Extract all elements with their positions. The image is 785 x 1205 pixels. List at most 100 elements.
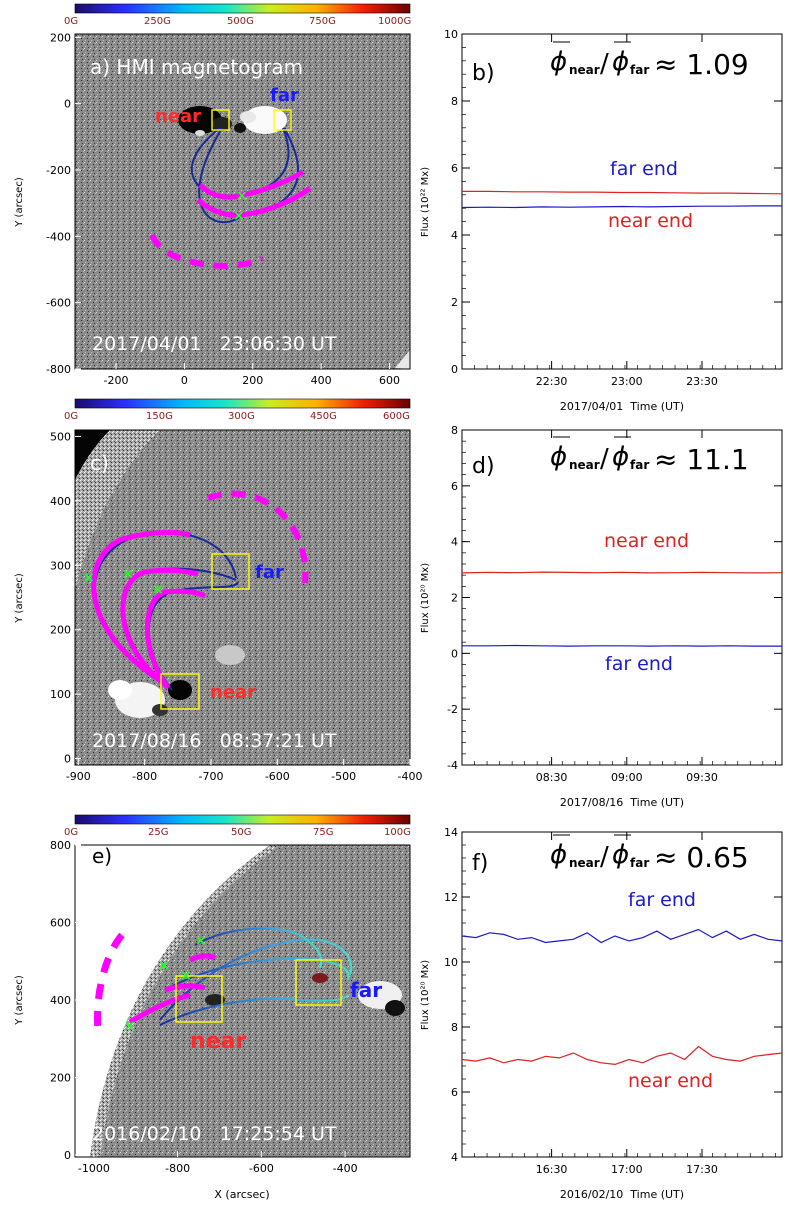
x-tick-label-d: 08:30 — [536, 771, 568, 784]
x-tick-label-e: -600 — [249, 1162, 274, 1175]
panel-a-magnetogram: × × near far a) HMI magnetogram 2017/04/… — [74, 33, 411, 370]
y-tick-label-f: 8 — [451, 1021, 458, 1034]
y-tick-label-a: -600 — [46, 297, 71, 310]
y-tick-label-c: 200 — [50, 624, 71, 637]
x-tick-label-d: 09:00 — [611, 771, 643, 784]
y-tick-label-a: -800 — [46, 363, 71, 376]
x-marker: × — [83, 570, 95, 586]
active-region-a — [178, 106, 287, 136]
x-marker: × — [122, 566, 134, 582]
x-tick-label-a: 400 — [311, 374, 332, 387]
ratio-formula-f: ϕ near / ϕ far ≈ 0.65 — [550, 834, 749, 874]
ylabel-c: Y (arcsec) — [14, 573, 25, 624]
svg-text:ϕ: ϕ — [550, 47, 567, 77]
legend-b-near: near end — [608, 210, 693, 232]
panel-e-label: e) — [92, 844, 112, 868]
svg-text:far: far — [630, 458, 649, 472]
svg-text:/: / — [600, 444, 609, 474]
y-tick-label-e: 0 — [64, 1149, 71, 1162]
panel-f-lineplot: f) ϕ near / ϕ far ≈ 0.65 far end near en… — [461, 831, 783, 1158]
y-tick-label-f: 14 — [444, 826, 458, 839]
panel-a-label: a) HMI magnetogram — [90, 55, 303, 79]
y-tick-label-f: 10 — [444, 956, 458, 969]
panel-c-magnetogram: × × × far near c) 2017/08/16 08:37:21 UT — [74, 429, 411, 766]
x-tick-label-f: 16:30 — [536, 1163, 568, 1176]
x-marker: × — [180, 968, 192, 984]
far-label-c: far — [255, 562, 284, 583]
y-tick-label-c: 300 — [50, 559, 71, 572]
colorbar-a: 0G 250G 500G 750G 1000G — [64, 3, 411, 27]
xlabel-e: X (arcsec) — [214, 1188, 269, 1201]
x-tick-label-e: -400 — [333, 1162, 358, 1175]
svg-text:ϕ: ϕ — [550, 840, 567, 870]
svg-text:far: far — [630, 856, 649, 870]
x-tick-label-b: 22:30 — [536, 375, 568, 388]
colorbar-c-tick-0: 0G — [64, 411, 78, 422]
far-label-e: far — [350, 978, 382, 1002]
x-tick-label-b: 23:30 — [686, 375, 718, 388]
xlabel-d: 2017/08/16 Time (UT) — [560, 796, 684, 809]
far-label-a: far — [270, 85, 299, 106]
panel-b-label: b) — [472, 61, 495, 86]
y-tick-label-d: 0 — [451, 647, 458, 660]
panel-d-label: d) — [472, 454, 495, 479]
colorbar-c-tick-3: 450G — [310, 411, 337, 422]
y-tick-label-a: -400 — [46, 230, 71, 243]
svg-text:ϕ: ϕ — [550, 442, 567, 472]
far-box-a — [273, 109, 292, 131]
colorbar-e-tick-1: 25G — [148, 827, 168, 838]
axes-b: 0 2 4 6 8 10 22:30 23:00 23:30 — [444, 28, 783, 388]
x-tick-label-b: 23:00 — [611, 375, 643, 388]
colorbar-e-tick-4: 100G — [384, 827, 411, 838]
y-tick-label-d: -2 — [447, 703, 458, 716]
panel-b-lineplot: b) ϕ near / ϕ far ≈ 1.09 far end near en… — [461, 33, 783, 370]
colorbar-c-tick-4: 600G — [383, 411, 410, 422]
far-box-c — [211, 553, 250, 590]
colorbar-c-tick-1: 150G — [146, 411, 173, 422]
series-line-d-1 — [462, 644, 782, 647]
near-box-a — [211, 109, 230, 131]
svg-text:ϕ: ϕ — [612, 840, 629, 870]
panel-e-magnetogram: × × × × far near e) 2016/02/10 17:25:54 … — [74, 844, 411, 1158]
y-tick-label-e: 600 — [50, 917, 71, 930]
x-tick-label-c: -400 — [398, 770, 423, 783]
legend-f-far: far end — [628, 889, 696, 911]
y-tick-label-d: -4 — [447, 759, 458, 772]
x-tick-label-e: -800 — [165, 1162, 190, 1175]
y-tick-label-b: 6 — [451, 162, 458, 175]
near-box-e — [175, 975, 223, 1023]
active-region-e — [205, 973, 405, 1016]
panel-a-timestamp: 2017/04/01 23:06:30 UT — [92, 333, 337, 355]
y-tick-label-c: 0 — [64, 753, 71, 766]
y-tick-label-e: 800 — [50, 839, 71, 852]
ylabel-a: Y (arcsec) — [14, 177, 25, 228]
panel-c-timestamp: 2017/08/16 08:37:21 UT — [92, 730, 337, 752]
colorbar-a-tick-4: 1000G — [378, 16, 411, 27]
x-tick-label-a: 200 — [242, 374, 263, 387]
y-tick-label-b: 4 — [451, 229, 458, 242]
x-tick-label-a: 0 — [181, 374, 188, 387]
colorbar-e-tick-3: 75G — [313, 827, 333, 838]
y-tick-label-d: 6 — [451, 480, 458, 493]
legend-d-near: near end — [604, 530, 689, 552]
y-tick-label-a: -200 — [46, 164, 71, 177]
x-tick-label-a: -200 — [104, 374, 129, 387]
y-tick-label-e: 200 — [50, 1072, 71, 1085]
svg-text:near: near — [569, 458, 600, 472]
axes-c: -900 -800 -700 -600 -500 -400 0 100 200 300 400 500 — [50, 430, 422, 783]
x-tick-label-c: -800 — [132, 770, 157, 783]
ratio-value-b: ≈ 1.09 — [654, 48, 749, 81]
x-tick-label-d: 09:30 — [686, 771, 718, 784]
x-marker: × — [236, 188, 248, 204]
panel-f-label: f) — [472, 851, 488, 876]
y-tick-label-f: 12 — [444, 891, 458, 904]
ylabel-d: Flux (10²⁰ Mx) — [420, 563, 431, 633]
x-tick-label-c: -900 — [66, 770, 91, 783]
panel-d-lineplot: d) ϕ near / ϕ far ≈ 11.1 near end far en… — [461, 429, 783, 766]
svg-text:/: / — [600, 49, 609, 79]
y-tick-label-b: 8 — [451, 95, 458, 108]
field-lines-e — [93, 927, 353, 1031]
ratio-formula-d: ϕ near / ϕ far ≈ 11.1 — [550, 436, 749, 476]
x-tick-label-f: 17:30 — [686, 1163, 718, 1176]
